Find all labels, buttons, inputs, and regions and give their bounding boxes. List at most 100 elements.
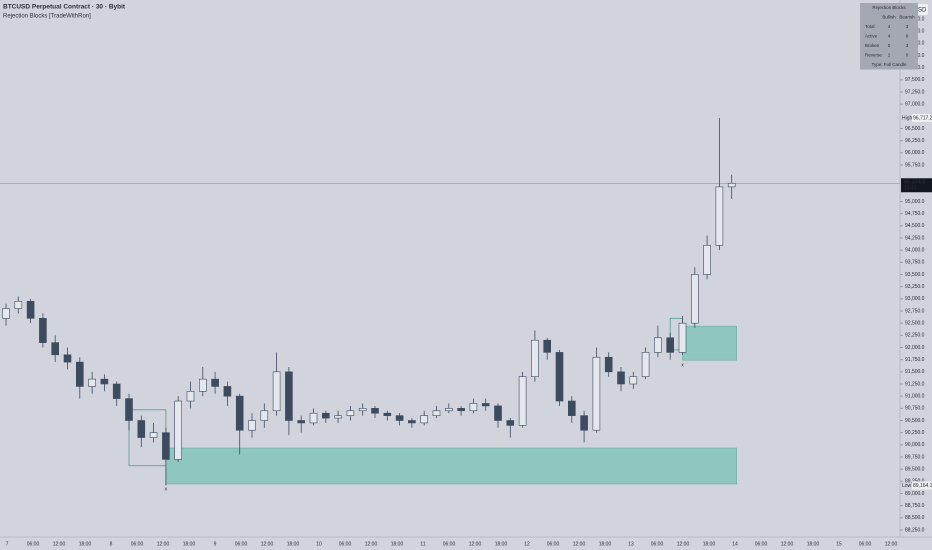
y-tick-label: 92,250.0 (905, 333, 925, 339)
candle-body (371, 408, 379, 414)
candle-body (457, 408, 465, 412)
candle-body (420, 415, 429, 424)
candle-body (641, 352, 650, 378)
candle-body (494, 405, 502, 421)
x-tick-label: 12:00 (261, 541, 274, 547)
y-tick-label: 89,500.0 (905, 466, 925, 472)
table-cell: 0 (888, 43, 891, 48)
candle-body (162, 432, 170, 460)
y-tick-label: 97,500.0 (905, 77, 925, 83)
x-tick-label: 12:00 (573, 541, 586, 547)
table-column: Bearish (899, 14, 915, 19)
candle-body (199, 378, 207, 392)
x-tick-label: 9 (214, 541, 217, 547)
y-tick-label: 96,000.0 (905, 150, 925, 156)
x-tick-label: 18:00 (495, 541, 508, 547)
x-tick-label: 06:00 (131, 541, 144, 547)
y-tick-label: 88,500.0 (905, 515, 925, 521)
stats-table (860, 3, 918, 70)
y-tick-label: 88,250.0 (905, 527, 925, 533)
y-tick-label: 90,750.0 (905, 406, 925, 412)
x-tick-label: 06:00 (651, 541, 664, 547)
y-tick-label: 97,250.0 (905, 89, 925, 95)
table-cell: 3 (906, 43, 909, 48)
y-tick-label: 97,000.0 (905, 101, 925, 107)
marker-name: High (902, 115, 913, 121)
candle-body (297, 420, 306, 424)
x-tick-label: 13 (628, 541, 634, 547)
y-tick-label: 90,000.0 (905, 442, 925, 448)
candle-body (260, 410, 269, 421)
y-tick-label: 93,750.0 (905, 260, 925, 266)
y-tick-label: 93,500.0 (905, 272, 925, 278)
x-tick-label: 18:00 (391, 541, 404, 547)
candle-body (727, 182, 736, 188)
x-tick-label: 7 (6, 541, 9, 547)
candle-body (555, 352, 564, 402)
candle-body (506, 420, 515, 426)
x-tick-label: 06:00 (443, 541, 456, 547)
candle-body (248, 420, 256, 431)
marker-box (912, 481, 932, 490)
currency[interactable]: USD (914, 8, 927, 14)
x-tick-label: 12:00 (157, 541, 170, 547)
candle-body (481, 403, 490, 407)
x-tick-label: 06:00 (27, 541, 40, 547)
x-tick-label: 18:00 (703, 541, 716, 547)
table-cell: 1 (888, 52, 891, 57)
candle-body (395, 415, 404, 421)
candle-body (518, 376, 527, 426)
candle-body (174, 400, 182, 460)
x-tick-label: 14 (732, 541, 738, 547)
y-tick-label: 89,750.0 (905, 454, 925, 460)
candle-body (334, 415, 342, 419)
candle-body (666, 337, 675, 353)
y-tick-label: 91,250.0 (905, 381, 925, 387)
chart-title: BTCUSD Perpetual Contract · 30 · Bybit (3, 4, 126, 11)
y-tick-label: 89,000.0 (905, 491, 925, 497)
y-tick-label: 96,250.0 (905, 138, 925, 144)
candle-body (26, 300, 35, 319)
table-cell: 4 (888, 24, 891, 29)
candle-body (469, 403, 478, 412)
last-price-label: 95,374.8 (904, 180, 925, 186)
candle-body (149, 432, 158, 438)
y-tick-label: 92,750.0 (905, 308, 925, 314)
candle-body (125, 398, 133, 421)
candle-body (309, 412, 318, 424)
table-footer: Type: Full Candle (871, 62, 907, 67)
candle-body (383, 412, 392, 416)
candle-body (211, 378, 219, 387)
x-tick-label: 12:00 (781, 541, 794, 547)
x-tick-label: 18:00 (807, 541, 820, 547)
y-tick-label: 92,000.0 (905, 345, 925, 351)
y-tick-label: 95,750.0 (905, 162, 925, 168)
x-tick-label: 18:00 (79, 541, 92, 547)
candle-body (235, 395, 244, 431)
table-row-label: Reverse (865, 52, 882, 57)
table-cell: 4 (888, 33, 891, 38)
candle-body (629, 376, 638, 385)
candle-body (592, 356, 601, 431)
x-tick-label: 12:00 (677, 541, 690, 547)
candle-body (285, 371, 293, 421)
candle-body (358, 408, 367, 412)
candle-body (272, 371, 281, 412)
table-column: Bullish (882, 14, 896, 19)
rejection-zone (165, 447, 737, 485)
x-tick-label: 06:00 (235, 541, 248, 547)
candle-body (39, 317, 47, 343)
x-tick-label: 06:00 (859, 541, 872, 547)
candle-body (678, 322, 687, 353)
candle-body (715, 186, 724, 246)
y-tick-label: 94,500.0 (905, 223, 925, 229)
table-row-label: Broken (865, 43, 880, 48)
y-tick-label: 96,500.0 (905, 126, 925, 132)
y-tick-label: 91,750.0 (905, 357, 925, 363)
candle-body (617, 371, 625, 385)
candle-body (63, 354, 72, 363)
candle-body (137, 420, 146, 438)
candle-body (580, 415, 588, 431)
candle-body (112, 383, 121, 399)
